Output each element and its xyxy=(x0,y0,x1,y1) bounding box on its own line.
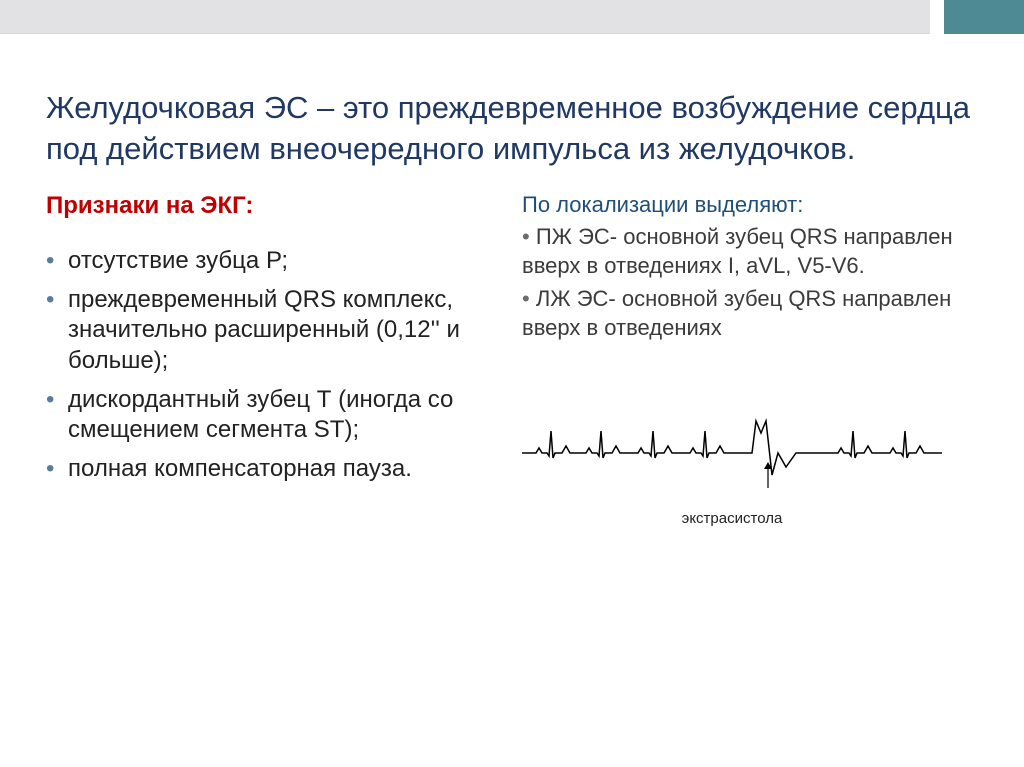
bullet-icon: • xyxy=(522,286,536,311)
ecg-trace xyxy=(522,398,942,508)
right-item-text: ПЖ ЭС- основной зубец QRS направлен ввер… xyxy=(522,224,953,278)
ecg-signs-list: отсутствие зубца Р; преждевременный QRS … xyxy=(46,246,476,485)
list-item: отсутствие зубца Р; xyxy=(46,246,476,277)
list-item: полная компенсаторная пауза. xyxy=(46,454,476,485)
left-heading: Признаки на ЭКГ: xyxy=(46,192,476,220)
right-column: По локализации выделяют: • ПЖ ЭС- основн… xyxy=(522,192,962,527)
list-item: дискордантный зубец Т (иногда со смещени… xyxy=(46,385,476,446)
right-item: • ПЖ ЭС- основной зубец QRS направлен вв… xyxy=(522,222,962,280)
bullet-icon: • xyxy=(522,224,536,249)
topbar-divider xyxy=(930,0,944,34)
left-column: Признаки на ЭКГ: отсутствие зубца Р; пре… xyxy=(46,192,476,527)
slide-title: Желудочковая ЭС – это преждевременное во… xyxy=(0,34,1024,182)
slide: Желудочковая ЭС – это преждевременное во… xyxy=(0,0,1024,767)
ecg-figure: экстрасистола xyxy=(522,398,942,527)
topbar-stripe-teal xyxy=(944,0,1024,34)
right-item-text: ЛЖ ЭС- основной зубец QRS направлен ввер… xyxy=(522,286,951,340)
topbar xyxy=(0,0,1024,34)
slide-body: Признаки на ЭКГ: отсутствие зубца Р; пре… xyxy=(0,182,1024,527)
right-heading: По локализации выделяют: xyxy=(522,192,962,218)
right-item: • ЛЖ ЭС- основной зубец QRS направлен вв… xyxy=(522,284,962,342)
list-item: преждевременный QRS комплекс, значительн… xyxy=(46,285,476,377)
ecg-label: экстрасистола xyxy=(522,510,942,527)
topbar-stripe-grey xyxy=(0,0,930,34)
